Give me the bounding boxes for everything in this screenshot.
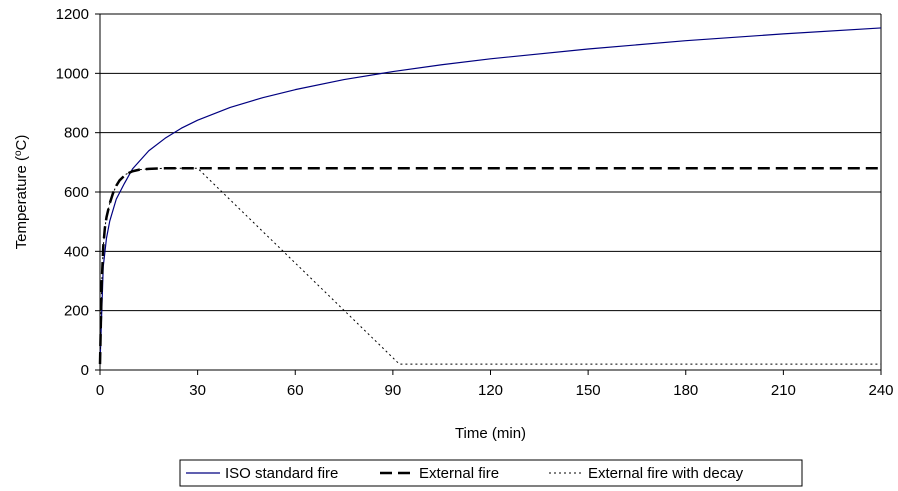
x-tick-label: 240 bbox=[868, 382, 893, 399]
x-tick-label: 90 bbox=[385, 382, 402, 399]
y-tick-label: 0 bbox=[81, 362, 89, 379]
y-tick-labels: 0 200 400 600 800 1000 1200 bbox=[56, 6, 89, 379]
y-tick-label: 1000 bbox=[56, 65, 89, 82]
axes bbox=[95, 13, 882, 375]
x-tick-labels: 0 30 60 90 120 150 180 210 240 bbox=[96, 382, 894, 399]
y-axis-label-main: Temperature ( bbox=[13, 156, 30, 249]
series-line-1 bbox=[99, 27, 882, 365]
x-tick-label: 210 bbox=[771, 382, 796, 399]
x-tick-label: 0 bbox=[96, 382, 104, 399]
y-axis-label: Temperature (oC) bbox=[13, 135, 31, 250]
legend-label-2: External fire bbox=[419, 465, 499, 482]
y-tick-label: 200 bbox=[64, 303, 89, 320]
x-tick-label: 30 bbox=[189, 382, 206, 399]
legend-box bbox=[179, 459, 803, 487]
y-tick-label: 800 bbox=[64, 125, 89, 142]
series-lines bbox=[98, 27, 882, 365]
y-tick-label: 600 bbox=[64, 184, 89, 201]
legend: ISO standard fire External fire External f… bbox=[179, 459, 803, 487]
y-tick-label: 400 bbox=[64, 243, 89, 260]
y-axis-label-unit: C) bbox=[13, 135, 30, 151]
x-tick-label: 60 bbox=[287, 382, 304, 399]
x-axis-label: Time (min) bbox=[455, 425, 526, 442]
x-tick-label: 180 bbox=[673, 382, 698, 399]
x-tick-label: 120 bbox=[478, 382, 503, 399]
legend-label-3: External fire with decay bbox=[588, 465, 744, 482]
y-axis-label-degree: o bbox=[13, 150, 24, 156]
series-line-2 bbox=[98, 167, 881, 365]
series-line-3 bbox=[99, 167, 881, 365]
x-tick-label: 150 bbox=[576, 382, 601, 399]
y-tick-label: 1200 bbox=[56, 6, 89, 23]
gridlines bbox=[100, 13, 881, 312]
legend-label-1: ISO standard fire bbox=[225, 465, 338, 482]
